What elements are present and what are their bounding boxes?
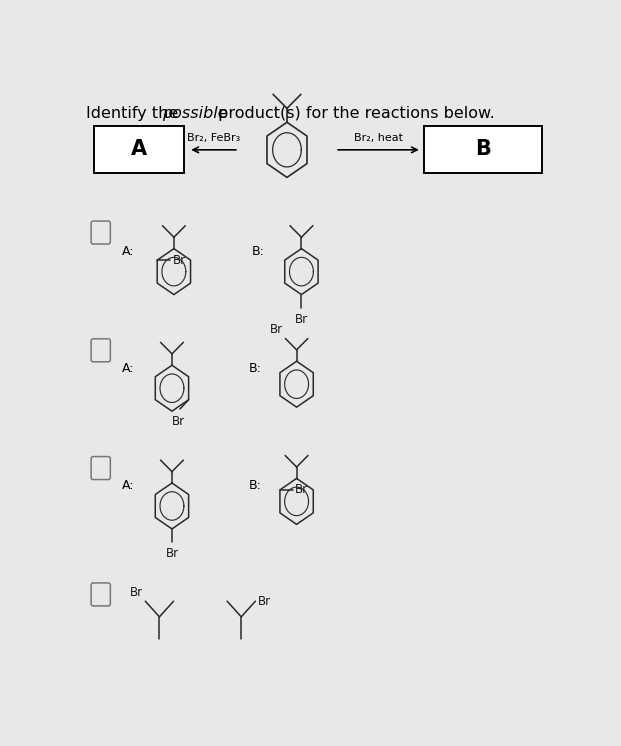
Text: A:: A: [122,245,134,258]
Text: B: B [475,140,491,159]
Text: Identify the: Identify the [86,106,184,121]
Bar [94,126,184,173]
Text: Br: Br [270,322,283,336]
Text: A:: A: [122,480,134,492]
Text: A:: A: [122,362,134,374]
Text: B:: B: [248,362,261,374]
Text: Br: Br [296,483,309,496]
Text: Br: Br [258,595,271,608]
Text: Br: Br [173,254,186,266]
Text: product(s) for the reactions below.: product(s) for the reactions below. [212,106,494,121]
Text: B:: B: [252,245,265,258]
Text: possible: possible [161,106,227,121]
Text: Br₂, FeBr₃: Br₂, FeBr₃ [187,133,240,143]
Text: Br: Br [295,313,308,325]
Text: Br: Br [165,547,178,560]
Text: B:: B: [248,480,261,492]
Text: Br: Br [130,586,143,599]
Text: A: A [131,140,147,159]
Text: Br₂, heat: Br₂, heat [354,133,403,143]
Bar [424,126,542,173]
Text: Br: Br [172,415,185,427]
